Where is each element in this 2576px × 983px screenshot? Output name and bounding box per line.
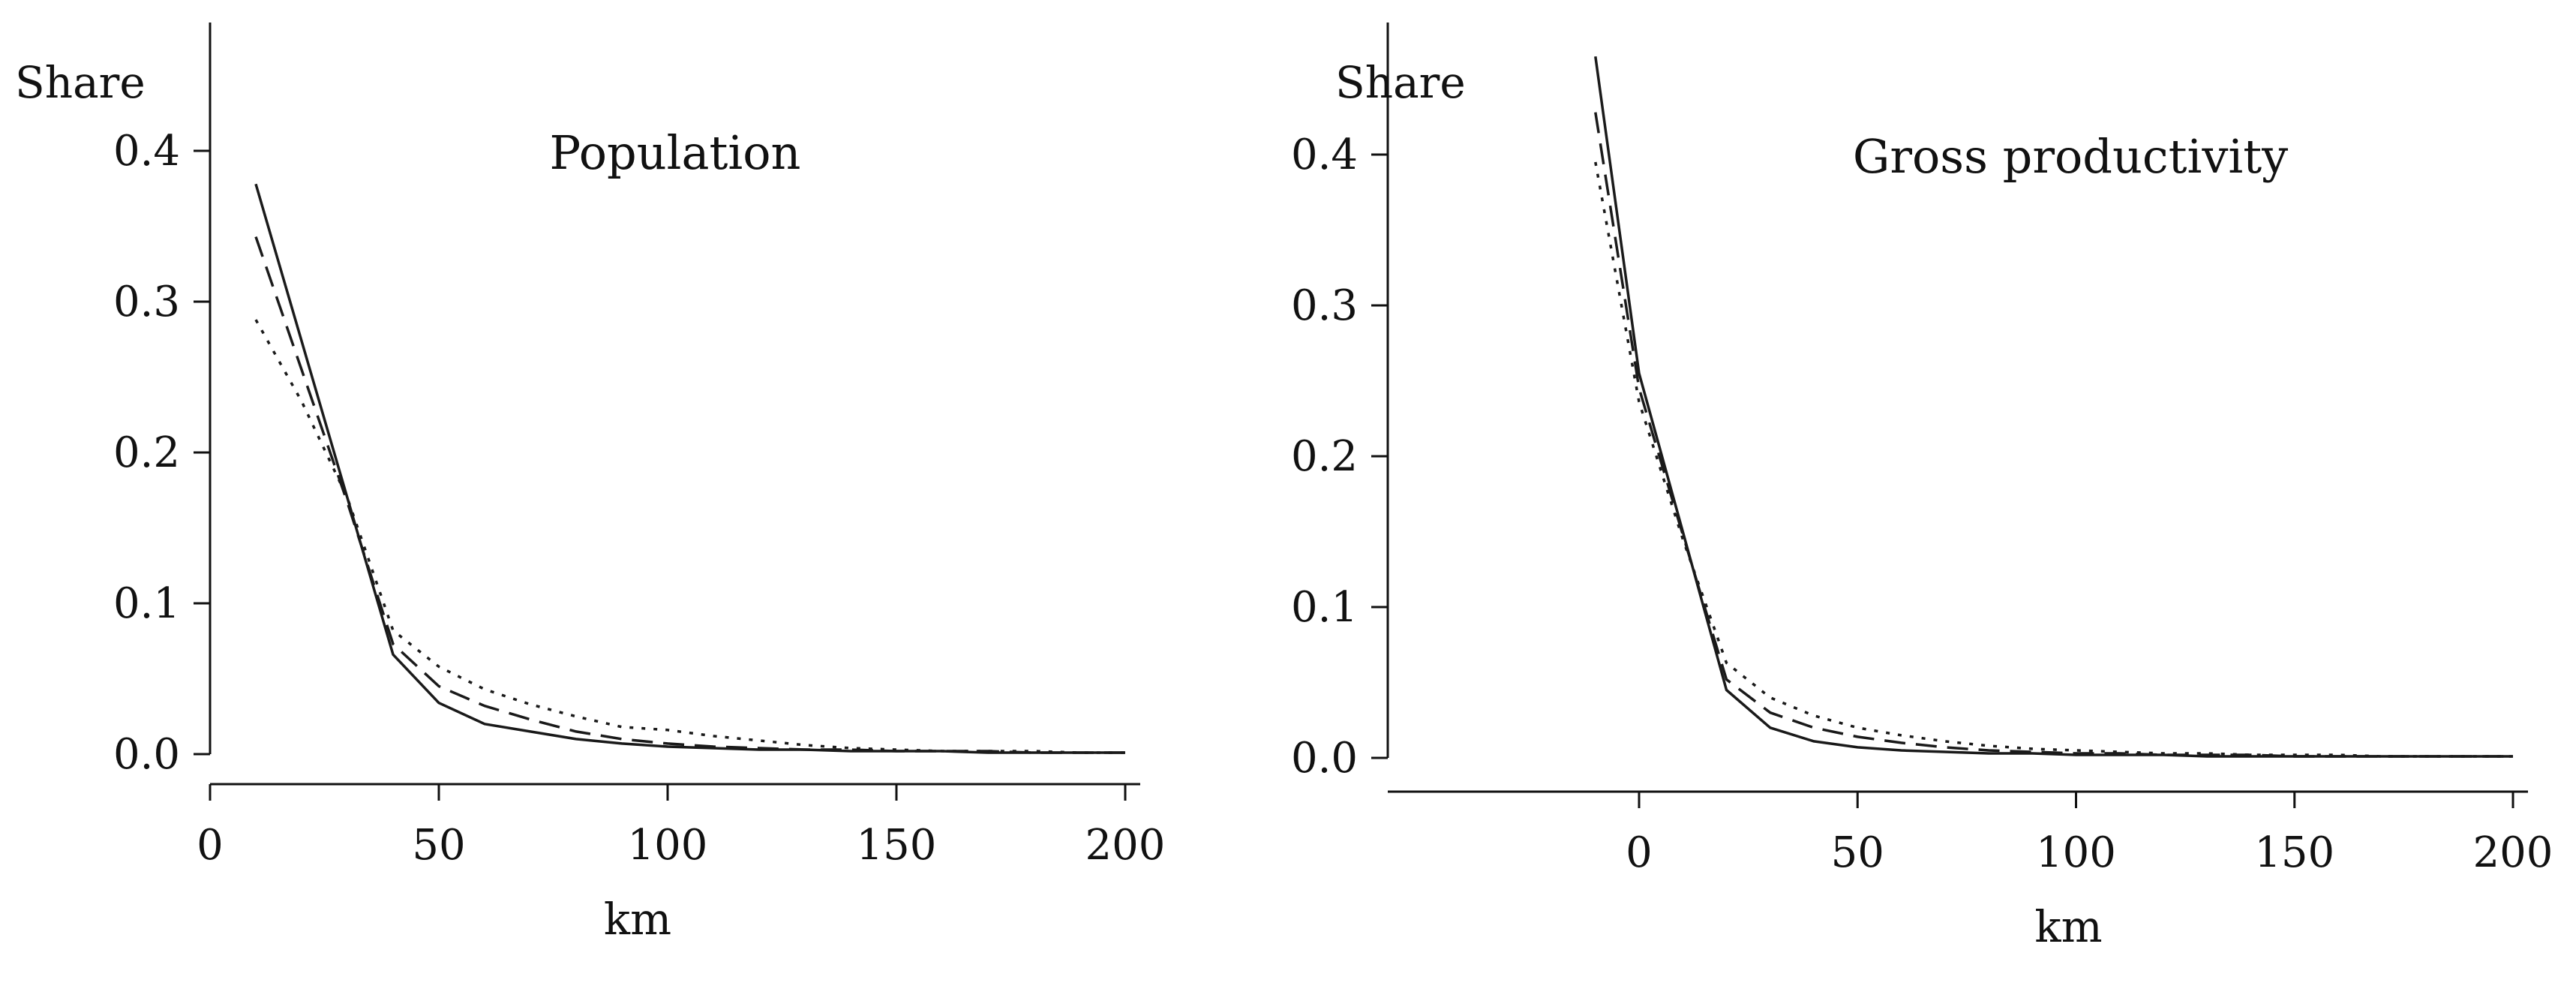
y-tick-label: 0.1 — [1291, 583, 1358, 632]
series-line-dotted — [1594, 161, 2513, 758]
y-tick-label: 0.3 — [1291, 281, 1358, 330]
panel-title: Gross productivity — [1853, 129, 2288, 184]
y-tick-label: 0.2 — [1291, 432, 1358, 481]
population-panel: 0.0 0.1 0.2 0.3 0.4 0 50 100 150 200 Share km Popula… — [15, 23, 1165, 945]
x-tick-label: 100 — [2036, 828, 2116, 877]
series-line-dotted — [254, 319, 1125, 754]
x-tick-label: 200 — [1085, 821, 1166, 870]
x-tick-label: 150 — [857, 821, 937, 870]
x-tick-label: 100 — [628, 821, 708, 870]
gross-productivity-panel: 0.0 0.1 0.2 0.3 0.4 0 50 100 150 200 Share km Gross … — [1291, 23, 2553, 952]
series-line-solid — [254, 183, 1125, 754]
y-tick-label: 0.4 — [113, 127, 180, 176]
x-tick-label: 50 — [412, 821, 465, 870]
series-line-dashed — [254, 236, 1125, 754]
panel-title: Population — [550, 125, 801, 180]
y-tick-label: 0.0 — [113, 730, 180, 779]
y-tick-label: 0.1 — [113, 579, 180, 628]
series-line-dashed — [1594, 112, 2513, 758]
x-tick-label: 0 — [197, 821, 224, 870]
y-axis-title: Share — [15, 57, 146, 108]
y-axis-title: Share — [1335, 57, 1466, 108]
x-tick-label: 50 — [1831, 828, 1884, 877]
x-axis-title: km — [604, 894, 671, 945]
x-tick-label: 200 — [2473, 828, 2553, 877]
x-tick-label: 150 — [2254, 828, 2334, 877]
y-tick-label: 0.4 — [1291, 131, 1358, 179]
y-tick-label: 0.0 — [1291, 734, 1358, 783]
y-tick-label: 0.2 — [113, 428, 180, 477]
y-tick-label: 0.3 — [113, 278, 180, 326]
x-tick-label: 0 — [1626, 828, 1653, 877]
x-axis-title: km — [2034, 901, 2102, 952]
